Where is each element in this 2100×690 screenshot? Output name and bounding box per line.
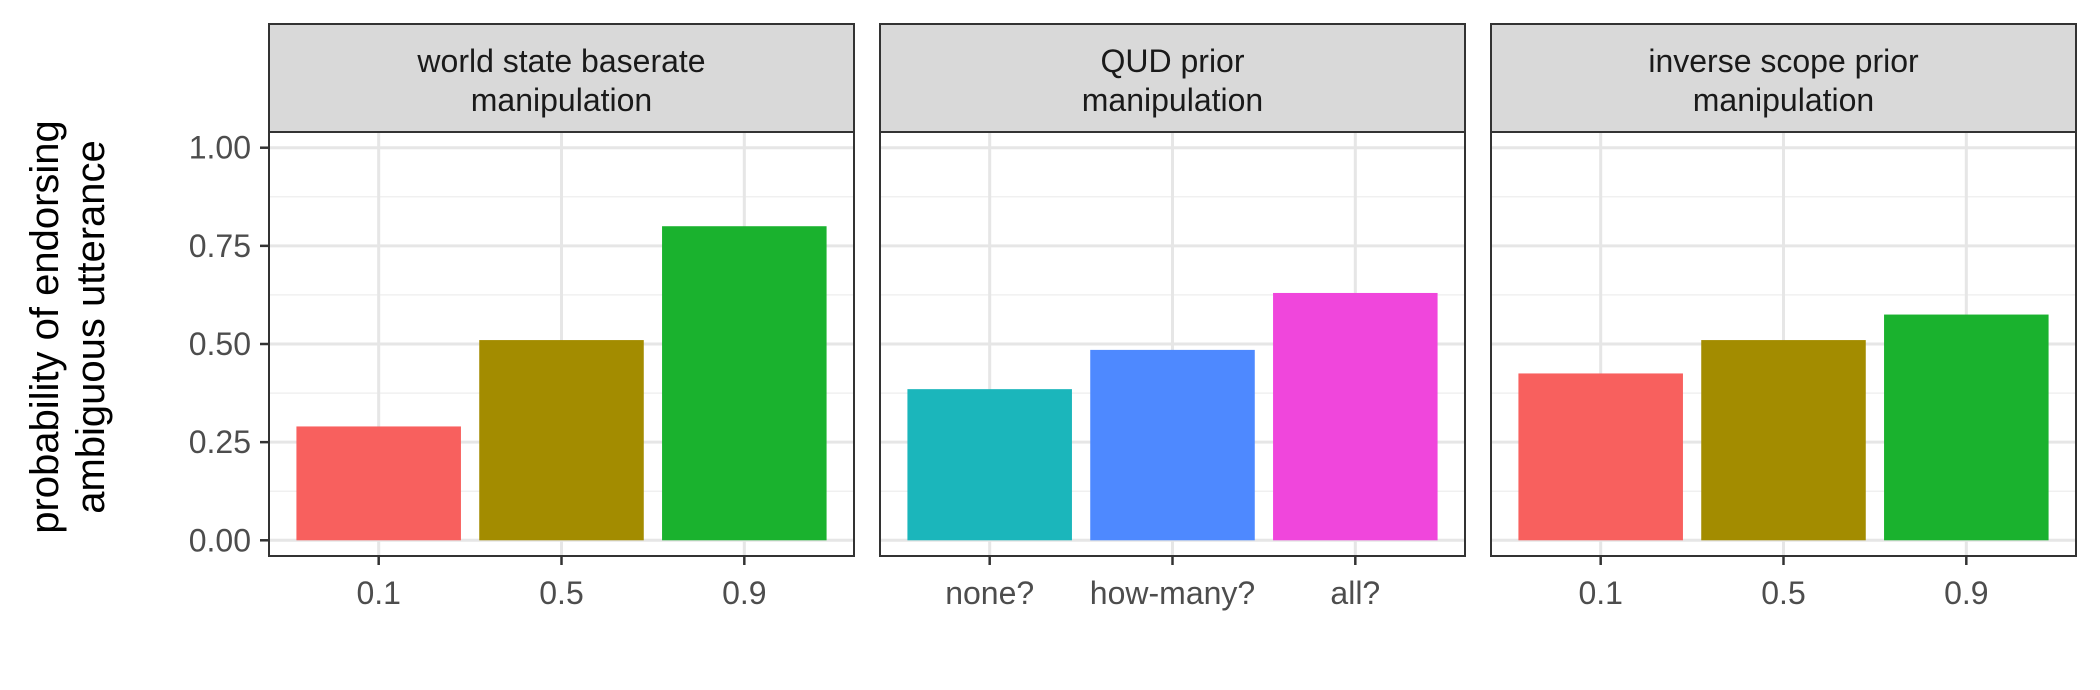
- facet-strip: [1490, 23, 2077, 133]
- bar: [479, 340, 644, 541]
- y-axis-title-line-2: ambiguous utterance: [69, 140, 113, 514]
- y-tick-label: 0.25: [189, 424, 251, 460]
- bar: [296, 426, 461, 541]
- facet-strip: [268, 23, 855, 133]
- y-tick-label: 0.00: [189, 522, 251, 558]
- x-tick-label: 0.9: [1944, 575, 1988, 611]
- x-tick-label: 0.9: [722, 575, 766, 611]
- x-tick-label: 0.1: [1578, 575, 1622, 611]
- x-tick-label: 0.1: [356, 575, 400, 611]
- bar: [1273, 292, 1438, 541]
- facet-title: manipulation: [1693, 82, 1874, 118]
- x-tick-label: 0.5: [1761, 575, 1805, 611]
- x-tick-label: none?: [945, 575, 1034, 611]
- bar: [907, 389, 1072, 541]
- y-tick-label: 1.00: [189, 130, 251, 166]
- y-axis: 0.00 0.25 0.50 0.75 1.00: [189, 130, 269, 558]
- y-tick-label: 0.50: [189, 326, 251, 362]
- y-axis-title-line-1: probability of endorsing: [23, 120, 67, 534]
- bar: [1090, 349, 1255, 541]
- facet-title: QUD prior: [1100, 43, 1244, 79]
- facet-title: manipulation: [1082, 82, 1263, 118]
- facet-title: world state baserate: [416, 43, 705, 79]
- facet-strip: [879, 23, 1466, 133]
- bar: [1518, 373, 1683, 541]
- bar: [662, 226, 827, 541]
- bar: [1701, 340, 1866, 541]
- y-axis-title: probability of endorsing ambiguous utter…: [23, 120, 113, 534]
- y-tick-label: 0.75: [189, 228, 251, 264]
- x-tick-label: all?: [1330, 575, 1380, 611]
- bar: [1884, 314, 2049, 541]
- x-tick-label: 0.5: [539, 575, 583, 611]
- facet-title: manipulation: [471, 82, 652, 118]
- facet-title: inverse scope prior: [1648, 43, 1919, 79]
- x-tick-label: how-many?: [1090, 575, 1255, 611]
